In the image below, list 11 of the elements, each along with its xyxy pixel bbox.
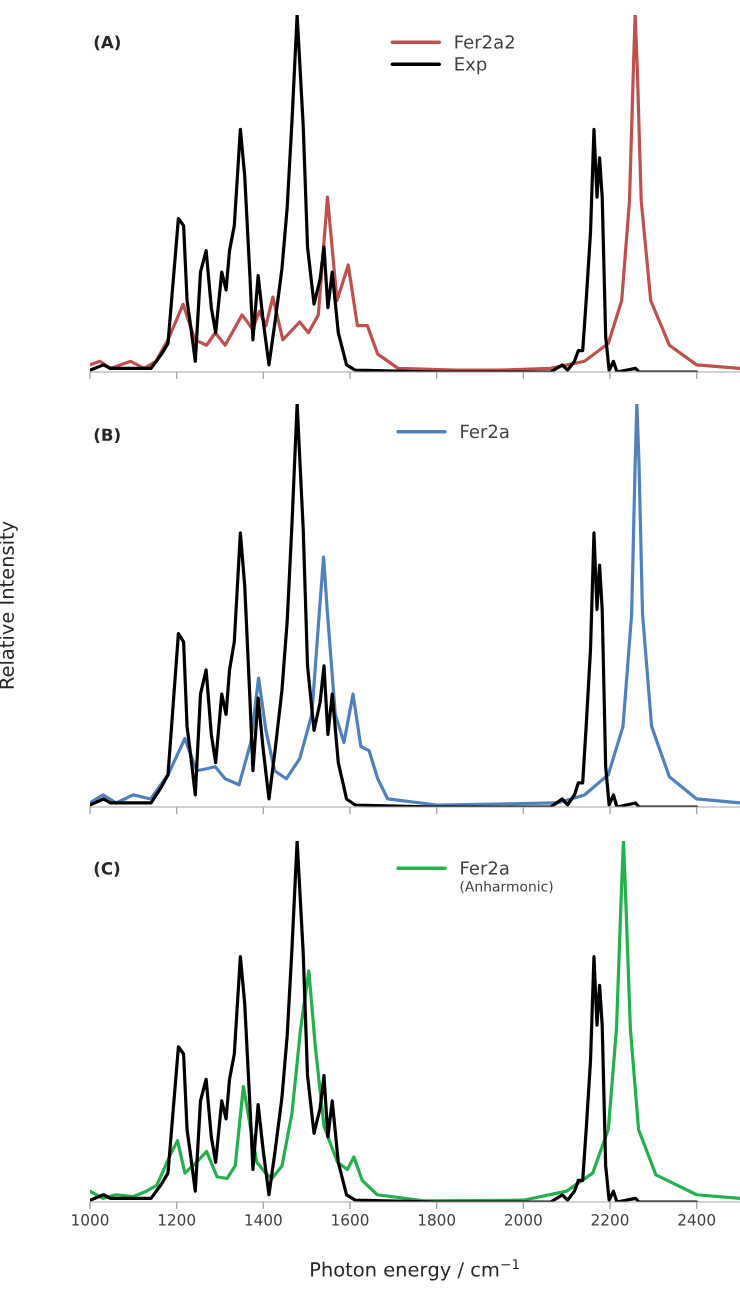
x-tick-label: 2000 <box>505 1214 542 1226</box>
text: (B) <box>94 428 120 444</box>
x-tick-label: 2400 <box>678 1214 716 1226</box>
x-tick-label: 1600 <box>332 1214 369 1226</box>
x-axis-title: Photon energy / cm$^{−1}$ <box>311 1259 519 1281</box>
x-tick-label: 1400 <box>245 1214 282 1226</box>
x-tick-label: 1000 <box>72 1214 109 1226</box>
x-tick-label: 2200 <box>591 1214 629 1226</box>
legend-label: Fer2a <box>461 424 509 439</box>
x-tick-label: 1200 <box>158 1214 196 1226</box>
x-tick-label: 1800 <box>418 1214 456 1226</box>
